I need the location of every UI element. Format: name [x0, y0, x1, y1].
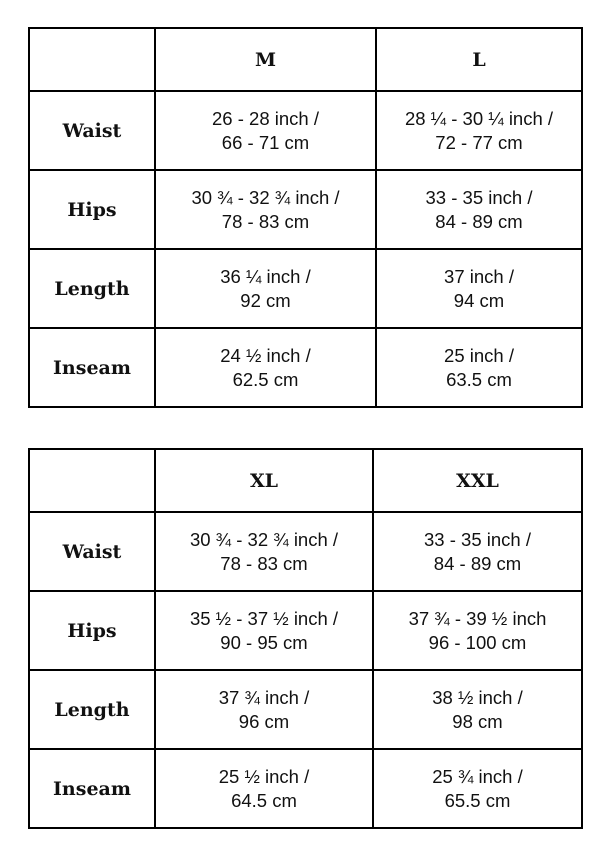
table-row: Hips 35 ½ - 37 ½ inch /90 - 95 cm 37 ¾ - 3… — [28, 590, 583, 671]
measurement-label: Length — [28, 248, 156, 329]
measurement-label: Waist — [28, 511, 156, 592]
measurement-cell: 30 ¾ - 32 ¾ inch /78 - 83 cm — [154, 169, 377, 250]
inch-value: 37 ¾ inch / — [218, 686, 310, 708]
inch-value: 30 ¾ - 32 ¾ inch / — [189, 528, 339, 550]
cm-value: 78 - 83 cm — [220, 552, 308, 574]
cm-value: 96 - 100 cm — [428, 631, 527, 653]
inch-value: 36 ¼ inch / — [220, 265, 311, 287]
measurement-label: Inseam — [28, 748, 156, 829]
measurement-cell: 24 ½ inch /62.5 cm — [154, 327, 377, 408]
cm-value: 84 - 89 cm — [433, 552, 522, 574]
inch-value: 26 - 28 inch / — [212, 107, 319, 129]
inch-value: 37 inch / — [444, 265, 514, 287]
empty-corner-cell — [28, 27, 156, 92]
measurement-cell: 37 ¾ inch /96 cm — [154, 669, 374, 750]
inch-value: 33 - 35 inch / — [425, 186, 533, 208]
size-header: XL — [154, 448, 374, 513]
cm-value: 90 - 95 cm — [220, 631, 308, 653]
inch-value: 24 ½ inch / — [220, 344, 311, 366]
inch-value: 30 ¾ - 32 ¾ inch / — [191, 186, 340, 208]
measurement-cell: 37 ¾ - 39 ½ inch 96 - 100 cm — [372, 590, 583, 671]
measurement-label: Hips — [28, 590, 156, 671]
measurement-cell: 30 ¾ - 32 ¾ inch /78 - 83 cm — [154, 511, 374, 592]
inch-value: 37 ¾ - 39 ½ inch — [408, 607, 547, 629]
cm-value: 63.5 cm — [446, 368, 512, 390]
inch-value: 25 ½ inch / — [218, 765, 310, 787]
cm-value: 62.5 cm — [232, 368, 299, 390]
inch-value: 38 ½ inch / — [432, 686, 523, 708]
size-chart-table-m-l: M L Waist 26 - 28 inch /66 - 71 cm 28 ¼ - 30… — [28, 27, 583, 408]
inch-value: 25 inch / — [444, 344, 514, 366]
measurement-label: Hips — [28, 169, 156, 250]
measurement-cell: 33 - 35 inch /84 - 89 cm — [375, 169, 583, 250]
cm-value: 65.5 cm — [444, 789, 511, 811]
table-row: Length 37 ¾ inch /96 cm 38 ½ inch /98 cm — [28, 669, 583, 750]
inch-value: 33 - 35 inch / — [424, 528, 531, 550]
size-header: XXL — [372, 448, 583, 513]
size-header: L — [375, 27, 583, 92]
cm-value: 78 - 83 cm — [221, 210, 310, 232]
measurement-cell: 37 inch /94 cm — [375, 248, 583, 329]
inch-value: 25 ¾ inch / — [432, 765, 523, 787]
measurement-cell: 26 - 28 inch /66 - 71 cm — [154, 90, 377, 171]
table-row: Hips 30 ¾ - 32 ¾ inch /78 - 83 cm 33 - 35 … — [28, 169, 583, 250]
cm-value: 98 cm — [452, 710, 503, 732]
table-row: Waist 26 - 28 inch /66 - 71 cm 28 ¼ - 30 ¼… — [28, 90, 583, 171]
header-row: XL XXL — [28, 448, 583, 513]
measurement-label: Waist — [28, 90, 156, 171]
measurement-cell: 36 ¼ inch /92 cm — [154, 248, 377, 329]
measurement-cell: 28 ¼ - 30 ¼ inch /72 - 77 cm — [375, 90, 583, 171]
cm-value: 96 cm — [238, 710, 290, 732]
cm-value: 64.5 cm — [231, 789, 297, 811]
inch-value: 28 ¼ - 30 ¼ inch / — [404, 107, 554, 129]
cm-value: 72 - 77 cm — [435, 131, 523, 153]
table-row: Waist 30 ¾ - 32 ¾ inch /78 - 83 cm 33 - 35… — [28, 511, 583, 592]
size-chart-table-xl-xxl: XL XXL Waist 30 ¾ - 32 ¾ inch /78 - 83 cm 33… — [28, 448, 583, 829]
measurement-cell: 33 - 35 inch /84 - 89 cm — [372, 511, 583, 592]
measurement-cell: 25 ½ inch /64.5 cm — [154, 748, 374, 829]
cm-value: 92 cm — [240, 289, 291, 311]
table-row: Length 36 ¼ inch /92 cm 37 inch /94 cm — [28, 248, 583, 329]
measurement-cell: 35 ½ - 37 ½ inch /90 - 95 cm — [154, 590, 374, 671]
measurement-cell: 25 ¾ inch /65.5 cm — [372, 748, 583, 829]
size-header: M — [154, 27, 377, 92]
inch-value: 35 ½ - 37 ½ inch / — [189, 607, 339, 629]
table-row: Inseam 25 ½ inch /64.5 cm 25 ¾ inch /65.5 … — [28, 748, 583, 829]
measurement-label: Inseam — [28, 327, 156, 408]
empty-corner-cell — [28, 448, 156, 513]
cm-value: 66 - 71 cm — [221, 131, 310, 153]
cm-value: 84 - 89 cm — [435, 210, 523, 232]
measurement-label: Length — [28, 669, 156, 750]
cm-value: 94 cm — [453, 289, 505, 311]
measurement-cell: 25 inch /63.5 cm — [375, 327, 583, 408]
measurement-cell: 38 ½ inch /98 cm — [372, 669, 583, 750]
table-row: Inseam 24 ½ inch /62.5 cm 25 inch /63.5 cm — [28, 327, 583, 408]
